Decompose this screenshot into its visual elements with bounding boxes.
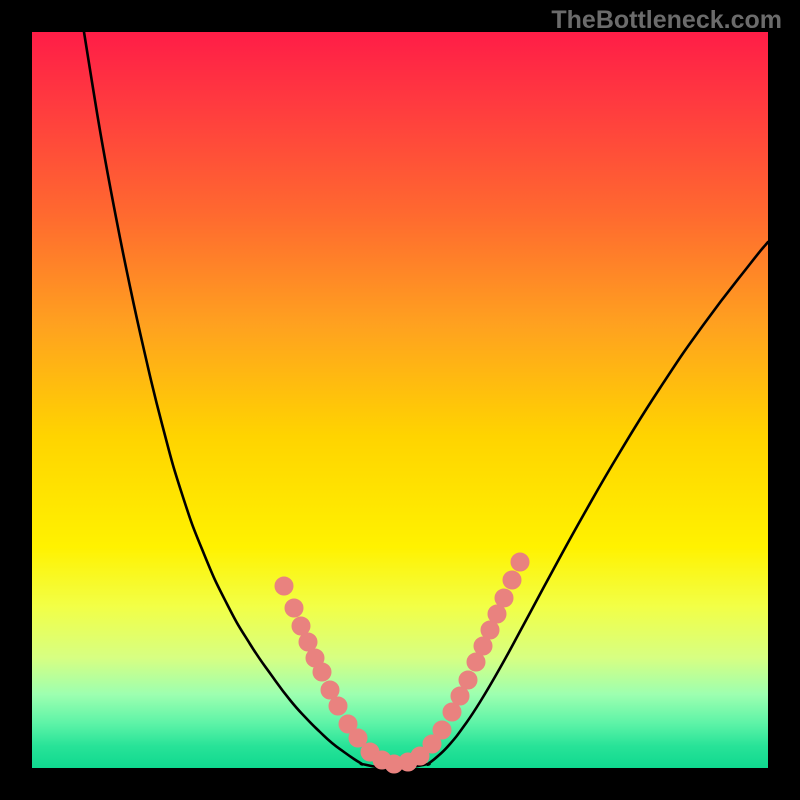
data-marker <box>451 687 469 705</box>
curve-layer <box>32 32 768 768</box>
chart-frame: TheBottleneck.com <box>0 0 800 800</box>
data-marker <box>292 617 310 635</box>
bottleneck-curve <box>84 32 768 768</box>
watermark-text: TheBottleneck.com <box>551 6 782 35</box>
data-marker <box>495 589 513 607</box>
data-marker <box>349 729 367 747</box>
data-marker <box>481 621 499 639</box>
data-marker <box>285 599 303 617</box>
data-marker <box>321 681 339 699</box>
data-marker <box>313 663 331 681</box>
data-marker <box>511 553 529 571</box>
data-marker <box>467 653 485 671</box>
plot-area <box>32 32 768 768</box>
data-marker <box>329 697 347 715</box>
data-marker <box>459 671 477 689</box>
data-marker <box>474 637 492 655</box>
data-marker <box>488 605 506 623</box>
data-markers <box>275 553 529 773</box>
data-marker <box>433 721 451 739</box>
data-marker <box>299 633 317 651</box>
data-marker <box>275 577 293 595</box>
data-marker <box>503 571 521 589</box>
data-marker <box>443 703 461 721</box>
